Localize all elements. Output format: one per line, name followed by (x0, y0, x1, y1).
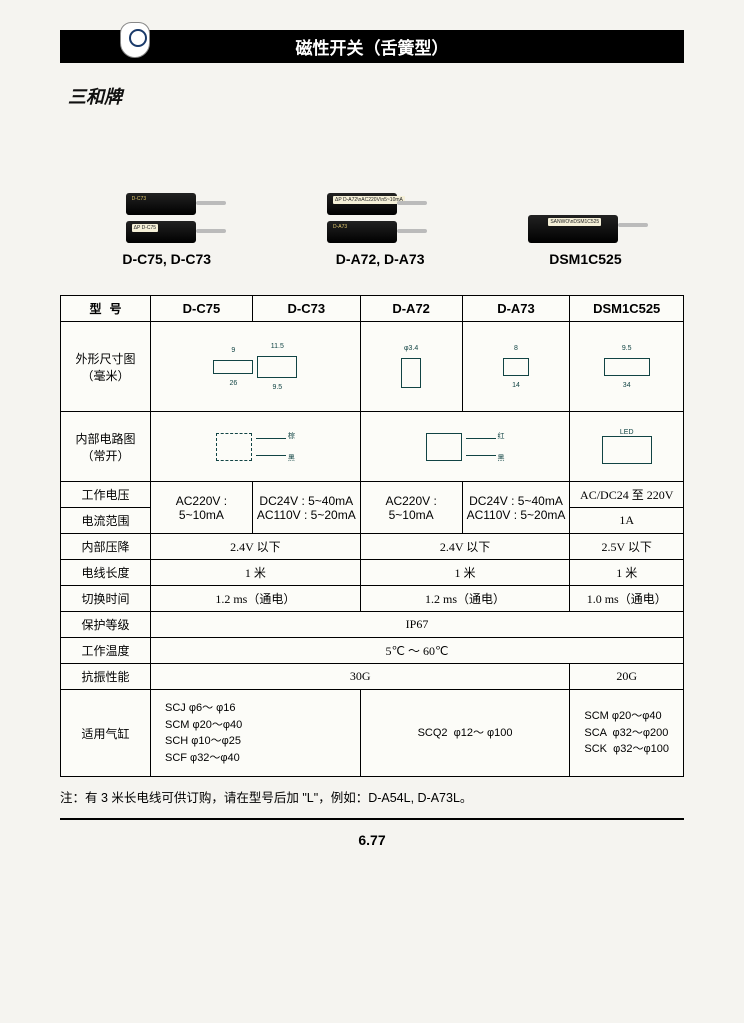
voltage-c75: AC220V : 5~10mA (151, 482, 253, 534)
circuit-diagram-a: 红黑 (360, 412, 570, 482)
circuit-term: 红 (498, 431, 505, 441)
page-title: 磁性开关（舌簧型） (296, 39, 449, 58)
product-name-a: D-A72, D-A73 (336, 251, 425, 267)
brand-name: 三和牌 (68, 83, 684, 109)
sensor-a72-icon: ΔP D-A72\nAC220V\n5~10mA (327, 193, 397, 215)
product-group-dsm: SANWO\nDSM1C525 (528, 215, 618, 243)
switch-d: 1.0 ms（通电） (570, 586, 684, 612)
row-dimensions: 外形尺寸图 （毫米） 9 26 11.5 9.5 φ3.4 8 14 9.5 34 (61, 322, 684, 412)
circuit-diagram-dsm: LED (570, 412, 684, 482)
circuit-label: 内部电路图 （常开） (61, 412, 151, 482)
dims-diagram-c: 9 26 11.5 9.5 (151, 322, 361, 412)
dim-val: φ3.4 (404, 345, 418, 352)
row-temp: 工作温度 5℃ ～ 60℃ (61, 638, 684, 664)
sensor-a73-icon: D-A73 (327, 221, 397, 243)
dims-diagram-a72: φ3.4 (360, 322, 462, 412)
row-circuit: 内部电路图 （常开） 棕黑 红黑 LED (61, 412, 684, 482)
spec-table: 型号 D-C75 D-C73 D-A72 D-A73 DSM1C525 外形尺寸… (60, 295, 684, 777)
switch-label: 切换时间 (61, 586, 151, 612)
voltage-c73: DC24V : 5~40mA AC110V : 5~20mA (252, 482, 360, 534)
product-name-c: D-C75, D-C73 (122, 251, 211, 267)
cyl-c: SCJ φ6～ φ16 SCM φ20～φ40 SCH φ10～φ25 SCF … (151, 690, 361, 777)
header-model-label: 型号 (61, 296, 151, 322)
wire-d: 1 米 (570, 560, 684, 586)
circuit-term: 棕 (288, 431, 295, 441)
product-group-c: D-C73 ΔP D-C75 (126, 193, 196, 243)
sensor-c75-icon: ΔP D-C75 (126, 221, 196, 243)
bottom-rule (60, 818, 684, 820)
dim-val: 34 (623, 382, 631, 389)
cyl-c-text: SCJ φ6～ φ16 SCM φ20～φ40 SCH φ10～φ25 SCF … (155, 694, 356, 772)
drop-label: 内部压降 (61, 534, 151, 560)
circuit-diagram-c: 棕黑 (151, 412, 361, 482)
switch-a: 1.2 ms（通电） (360, 586, 570, 612)
ip-val: IP67 (151, 612, 684, 638)
product-photo-row: D-C73 ΔP D-C75 ΔP D-A72\nAC220V\n5~10mA … (60, 123, 684, 243)
row-switch: 切换时间 1.2 ms（通电） 1.2 ms（通电） 1.0 ms（通电） (61, 586, 684, 612)
product-group-a: ΔP D-A72\nAC220V\n5~10mA D-A73 (327, 193, 397, 243)
wire-a: 1 米 (360, 560, 570, 586)
cyl-a: SCQ2 φ12～ φ100 (360, 690, 570, 777)
model-a73: D-A73 (462, 296, 570, 322)
sensor-dsm-icon: SANWO\nDSM1C525 (528, 215, 618, 243)
cyl-label: 适用气缸 (61, 690, 151, 777)
table-header-row: 型号 D-C75 D-C73 D-A72 D-A73 DSM1C525 (61, 296, 684, 322)
dims-diagram-a73: 8 14 (462, 322, 570, 412)
product-name-row: D-C75, D-C73 D-A72, D-A73 DSM1C525 (60, 251, 684, 267)
drop-a: 2.4V 以下 (360, 534, 570, 560)
cyl-a-text: SCQ2 φ12～ φ100 (365, 719, 566, 748)
row-voltage: 工作电压 AC220V : 5~10mA DC24V : 5~40mA AC11… (61, 482, 684, 508)
dim-val: 9 (231, 347, 235, 354)
row-ip: 保护等级 IP67 (61, 612, 684, 638)
row-drop: 内部压降 2.4V 以下 2.4V 以下 2.5V 以下 (61, 534, 684, 560)
voltage-a73: DC24V : 5~40mA AC110V : 5~20mA (462, 482, 570, 534)
vib-label: 抗振性能 (61, 664, 151, 690)
dims-label: 外形尺寸图 （毫米） (61, 322, 151, 412)
cyl-d-text: SCM φ20～φ40 SCA φ32～φ200 SCK φ32～φ100 (574, 702, 679, 764)
dim-val: 8 (514, 345, 518, 352)
dim-val: 26 (229, 380, 237, 387)
temp-label: 工作温度 (61, 638, 151, 664)
vib-d: 20G (570, 664, 684, 690)
switch-c: 1.2 ms（通电） (151, 586, 361, 612)
circuit-term: 黑 (498, 453, 505, 463)
page-header-bar: 磁性开关（舌簧型） (60, 30, 684, 63)
drop-d: 2.5V 以下 (570, 534, 684, 560)
dim-val: 11.5 (271, 343, 284, 350)
current-label: 电流范围 (61, 508, 151, 534)
temp-val: 5℃ ～ 60℃ (151, 638, 684, 664)
cyl-d: SCM φ20～φ40 SCA φ32～φ200 SCK φ32～φ100 (570, 690, 684, 777)
page-number: 6.77 (60, 832, 684, 848)
voltage-dsm-top: AC/DC24 至 220V (570, 482, 684, 508)
product-name-d: DSM1C525 (549, 251, 621, 267)
circuit-term: 黑 (288, 453, 295, 463)
drop-c: 2.4V 以下 (151, 534, 361, 560)
circuit-led-label: LED (620, 429, 634, 436)
wire-label: 电线长度 (61, 560, 151, 586)
footnote: 注：有 3 米长电线可供订购，请在型号后加 "L"，例如：D-A54L, D-A… (60, 787, 684, 806)
sensor-c73-icon: D-C73 (126, 193, 196, 215)
dim-val: 9.5 (272, 384, 282, 391)
dim-val: 14 (512, 382, 520, 389)
model-c75: D-C75 (151, 296, 253, 322)
voltage-a72: AC220V : 5~10mA (360, 482, 462, 534)
dims-diagram-dsm: 9.5 34 (570, 322, 684, 412)
row-cylinder: 适用气缸 SCJ φ6～ φ16 SCM φ20～φ40 SCH φ10～φ25… (61, 690, 684, 777)
voltage-dsm-bot: 1A (570, 508, 684, 534)
wire-c: 1 米 (151, 560, 361, 586)
row-vib: 抗振性能 30G 20G (61, 664, 684, 690)
ip-label: 保护等级 (61, 612, 151, 638)
model-c73: D-C73 (252, 296, 360, 322)
vib-ca: 30G (151, 664, 570, 690)
voltage-label: 工作电压 (61, 482, 151, 508)
model-dsm: DSM1C525 (570, 296, 684, 322)
brand-logo-icon (120, 22, 150, 58)
dim-val: 9.5 (622, 345, 632, 352)
row-wire: 电线长度 1 米 1 米 1 米 (61, 560, 684, 586)
model-a72: D-A72 (360, 296, 462, 322)
